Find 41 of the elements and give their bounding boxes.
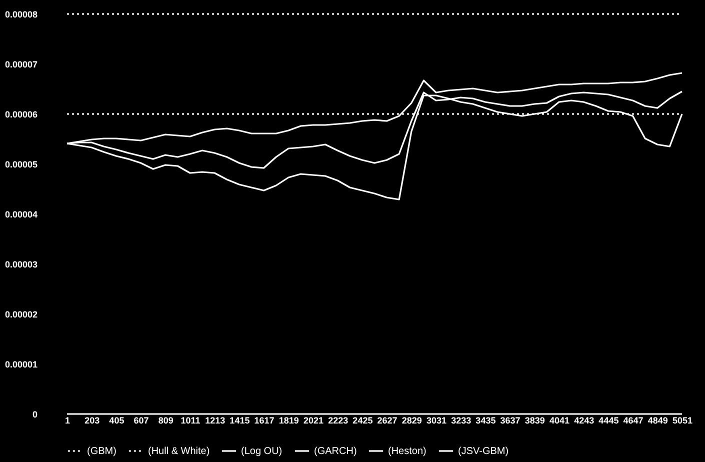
legend-label: (Hull & White) bbox=[148, 446, 210, 457]
x-tick-label: 3233 bbox=[451, 416, 472, 426]
x-tick-label: 809 bbox=[158, 416, 174, 426]
x-tick-label: 607 bbox=[134, 416, 149, 426]
y-tick-label: 0.00006 bbox=[4, 110, 38, 120]
x-tick-label: 1819 bbox=[278, 416, 299, 426]
x-tick-label: 1415 bbox=[230, 416, 250, 426]
legend-label: (Heston) bbox=[388, 446, 426, 457]
x-tick-label: 203 bbox=[84, 416, 100, 426]
x-tick-label: 5051 bbox=[672, 416, 693, 426]
x-tick-label: 1 bbox=[64, 416, 70, 426]
x-tick-label: 2223 bbox=[328, 416, 348, 426]
x-tick-label: 4647 bbox=[623, 416, 644, 426]
y-tick-label: 0.00005 bbox=[4, 160, 38, 170]
x-tick-label: 4849 bbox=[648, 416, 668, 426]
x-tick-label: 2627 bbox=[377, 416, 398, 426]
legend-label: (JSV-GBM) bbox=[458, 446, 509, 457]
x-tick-label: 3637 bbox=[500, 416, 520, 426]
y-tick-label: 0.00008 bbox=[4, 10, 38, 20]
y-tick-label: 0.00002 bbox=[4, 310, 38, 320]
x-tick-label: 3839 bbox=[524, 416, 545, 426]
x-tick-label: 1213 bbox=[205, 416, 226, 426]
x-tick-label: 4243 bbox=[574, 416, 594, 426]
legend-label: (Log OU) bbox=[241, 446, 282, 457]
y-tick-label: 0.00001 bbox=[4, 360, 38, 370]
x-tick-label: 1617 bbox=[254, 416, 274, 426]
x-tick-label: 3435 bbox=[476, 416, 496, 426]
y-tick-label: 0.00007 bbox=[4, 60, 38, 70]
x-tick-label: 2021 bbox=[303, 416, 324, 426]
x-tick-label: 3031 bbox=[426, 416, 447, 426]
x-tick-label: 2425 bbox=[352, 416, 373, 426]
x-tick-label: 1011 bbox=[180, 416, 200, 426]
legend-label: (GBM) bbox=[87, 446, 116, 457]
y-tick-label: 0.00003 bbox=[4, 260, 38, 270]
x-tick-label: 4041 bbox=[549, 416, 570, 426]
x-tick-label: 405 bbox=[109, 416, 124, 426]
x-tick-label: 4445 bbox=[598, 416, 619, 426]
x-tick-label: 2829 bbox=[402, 416, 422, 426]
y-tick-label: 0.00004 bbox=[4, 210, 38, 220]
y-tick-label: 0 bbox=[32, 410, 38, 420]
legend-label: (GARCH) bbox=[314, 446, 357, 457]
